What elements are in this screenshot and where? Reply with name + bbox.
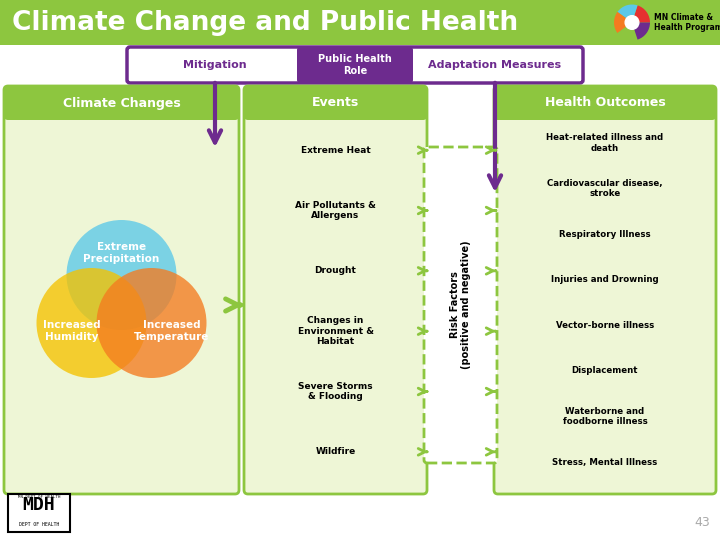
Text: Health Program: Health Program bbox=[654, 23, 720, 32]
Text: Wildfire: Wildfire bbox=[315, 447, 356, 456]
Text: Climate Changes: Climate Changes bbox=[63, 97, 181, 110]
Text: Events: Events bbox=[312, 97, 359, 110]
FancyBboxPatch shape bbox=[4, 86, 239, 494]
Text: Drought: Drought bbox=[315, 266, 356, 275]
Text: Increased
Humidity: Increased Humidity bbox=[42, 320, 100, 342]
Text: Cardiovascular disease,
stroke: Cardiovascular disease, stroke bbox=[547, 179, 663, 198]
Text: Public Health
Role: Public Health Role bbox=[318, 54, 392, 76]
Wedge shape bbox=[618, 4, 638, 23]
Circle shape bbox=[96, 268, 207, 378]
Text: Climate Change and Public Health: Climate Change and Public Health bbox=[12, 10, 518, 36]
Text: MN Climate &: MN Climate & bbox=[654, 13, 713, 22]
Circle shape bbox=[66, 220, 176, 330]
Text: Vector-borne illness: Vector-borne illness bbox=[556, 321, 654, 330]
Text: MN DEPT OF HEALTH: MN DEPT OF HEALTH bbox=[18, 495, 60, 498]
Text: Adaptation Measures: Adaptation Measures bbox=[428, 60, 562, 70]
Text: Heat-related illness and
death: Heat-related illness and death bbox=[546, 133, 664, 152]
Text: Respiratory Illness: Respiratory Illness bbox=[559, 230, 651, 239]
FancyBboxPatch shape bbox=[494, 86, 716, 120]
Text: Increased
Temperature: Increased Temperature bbox=[134, 320, 210, 342]
Text: Extreme Heat: Extreme Heat bbox=[301, 146, 370, 154]
Text: Severe Storms
& Flooding: Severe Storms & Flooding bbox=[298, 382, 373, 401]
Text: DEPT OF HEALTH: DEPT OF HEALTH bbox=[19, 522, 59, 527]
FancyBboxPatch shape bbox=[244, 86, 427, 494]
Circle shape bbox=[37, 268, 146, 378]
Wedge shape bbox=[618, 23, 638, 40]
Wedge shape bbox=[632, 5, 650, 23]
FancyBboxPatch shape bbox=[244, 86, 427, 120]
Text: Injuries and Drowning: Injuries and Drowning bbox=[552, 275, 659, 284]
Wedge shape bbox=[632, 23, 650, 39]
Circle shape bbox=[625, 16, 639, 29]
Text: MDH: MDH bbox=[23, 496, 55, 514]
FancyBboxPatch shape bbox=[297, 47, 413, 83]
Text: Displacement: Displacement bbox=[572, 367, 638, 375]
FancyBboxPatch shape bbox=[424, 147, 497, 463]
FancyBboxPatch shape bbox=[4, 86, 239, 120]
Text: 43: 43 bbox=[694, 516, 710, 529]
Bar bbox=[8, 494, 70, 532]
Text: Waterborne and
foodborne illness: Waterborne and foodborne illness bbox=[562, 407, 647, 426]
Text: Changes in
Environment &
Habitat: Changes in Environment & Habitat bbox=[297, 316, 374, 346]
Text: Risk Factors
(positive and negative): Risk Factors (positive and negative) bbox=[450, 241, 472, 369]
Text: Air Pollutants &
Allergens: Air Pollutants & Allergens bbox=[295, 201, 376, 220]
Text: Extreme
Precipitation: Extreme Precipitation bbox=[84, 242, 160, 264]
Text: Health Outcomes: Health Outcomes bbox=[544, 97, 665, 110]
FancyBboxPatch shape bbox=[127, 47, 583, 83]
Text: Mitigation: Mitigation bbox=[183, 60, 247, 70]
FancyBboxPatch shape bbox=[494, 86, 716, 494]
Bar bbox=[0, 0, 720, 45]
Wedge shape bbox=[614, 12, 632, 33]
Text: Stress, Mental Illness: Stress, Mental Illness bbox=[552, 458, 657, 467]
